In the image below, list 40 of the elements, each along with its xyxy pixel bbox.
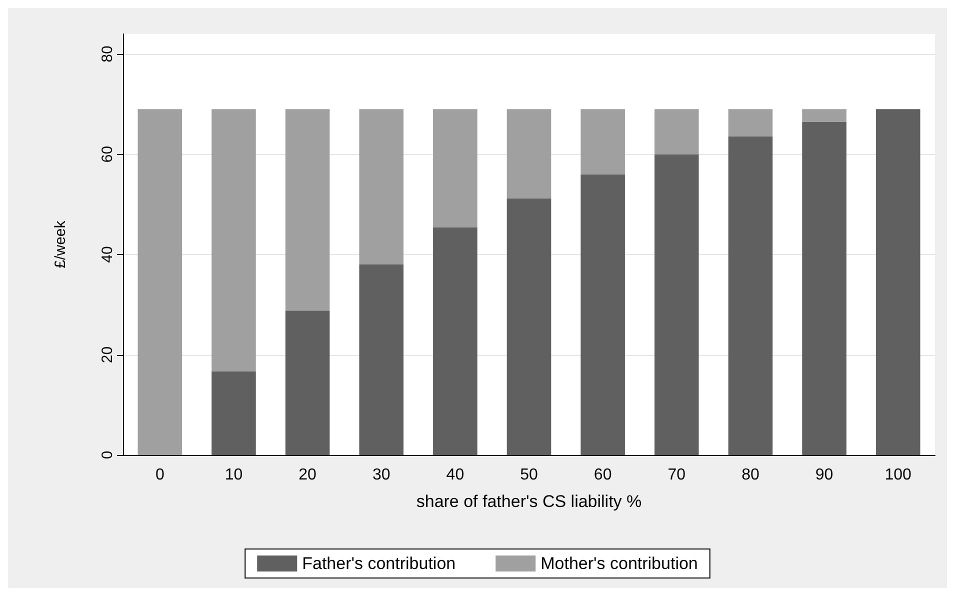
bar	[433, 109, 478, 228]
bar	[433, 227, 478, 455]
x-tick-label: 90	[815, 466, 834, 484]
x-tick-label: 0	[155, 466, 164, 484]
x-tick-label: 50	[520, 466, 538, 484]
y-tick-label: 80	[99, 46, 116, 62]
y-axis-title: £/week	[52, 220, 69, 268]
y-tick-label: 40	[99, 246, 116, 263]
bar	[580, 109, 625, 174]
bar	[212, 109, 256, 372]
x-tick-label: 70	[668, 466, 686, 484]
x-tick-label: 10	[224, 466, 243, 484]
bar	[728, 136, 773, 455]
y-tick-label: 60	[99, 146, 116, 163]
bar	[654, 109, 699, 154]
bar	[359, 109, 404, 265]
bar	[802, 122, 846, 455]
legend-label: Mother's contribution	[540, 554, 698, 573]
bar	[506, 109, 552, 198]
x-tick-label: 30	[372, 466, 390, 484]
bar	[285, 310, 330, 455]
legend-label: Father's contribution	[302, 554, 456, 573]
bar	[728, 109, 773, 136]
y-tick-label: 20	[99, 346, 116, 364]
bar	[138, 109, 182, 455]
bar	[506, 198, 552, 455]
bar	[802, 109, 846, 122]
y-tick-label: 0	[99, 450, 116, 460]
bar	[359, 264, 404, 455]
bar	[876, 109, 920, 455]
x-tick-label: 100	[884, 466, 912, 484]
bar	[580, 174, 625, 455]
bar	[212, 371, 256, 455]
bar	[285, 109, 330, 311]
x-axis-title: share of father's CS liability %	[416, 492, 642, 511]
bar	[654, 154, 699, 455]
x-tick-label: 60	[594, 466, 612, 484]
x-tick-label: 80	[742, 466, 760, 484]
x-tick-label: 20	[298, 466, 317, 484]
x-tick-label: 40	[446, 466, 464, 484]
